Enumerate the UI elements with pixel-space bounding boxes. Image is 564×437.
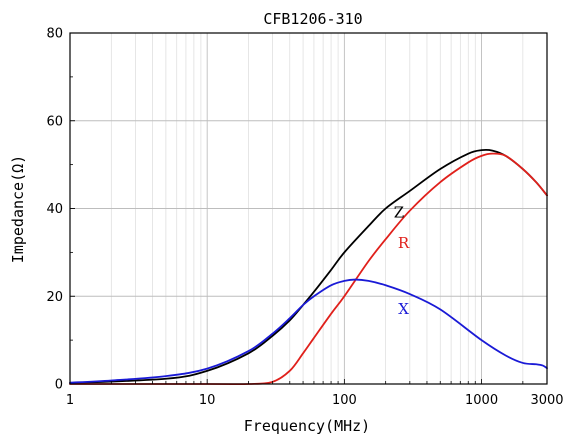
y-tick-label: 40 bbox=[46, 202, 63, 217]
series-label-x: X bbox=[398, 300, 409, 318]
series-labels: ZR X bbox=[394, 203, 410, 318]
series-lines bbox=[69, 148, 548, 386]
series-line-x bbox=[69, 278, 548, 384]
axis-tick-labels: 1 10 100 1000 3000 0 20 40 60 80 bbox=[46, 27, 563, 409]
x-tick-label: 1000 bbox=[465, 393, 498, 408]
chart-title: CFB1206-310 bbox=[263, 10, 362, 28]
x-tick-label: 10 bbox=[199, 393, 216, 408]
x-tick-label: 1 bbox=[66, 393, 74, 408]
axis-ticks bbox=[70, 32, 524, 385]
y-tick-label: 80 bbox=[46, 27, 63, 42]
x-tick-label: 3000 bbox=[530, 393, 563, 408]
series-label-z: Z bbox=[394, 203, 404, 221]
grid-lines bbox=[70, 33, 547, 384]
y-axis-label: Impedance(Ω) bbox=[9, 155, 27, 263]
y-tick-label: 0 bbox=[55, 378, 63, 393]
x-tick-label: 100 bbox=[332, 393, 357, 408]
series-line-r bbox=[69, 152, 548, 386]
y-tick-label: 60 bbox=[46, 114, 63, 129]
y-tick-label: 20 bbox=[46, 290, 63, 305]
x-axis-label: Frequency(MHz) bbox=[244, 417, 370, 435]
series-label-r: R bbox=[398, 234, 410, 252]
